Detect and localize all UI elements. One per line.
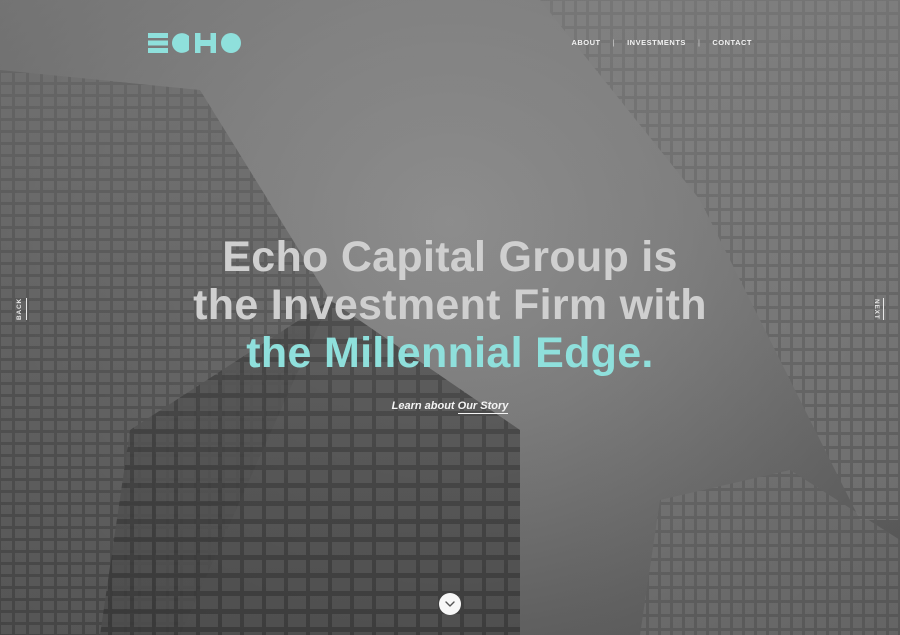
- learn-more: Learn about Our Story: [0, 400, 900, 414]
- headline-line-1: Echo Capital Group is: [222, 233, 678, 281]
- next-label: NEXT: [873, 298, 880, 320]
- learn-prefix: Learn about: [391, 400, 455, 412]
- headline-accent-line: the Millennial Edge.: [246, 329, 654, 377]
- nav-separator: |: [612, 38, 616, 47]
- nav-investments[interactable]: INVESTMENTS: [627, 38, 686, 47]
- back-divider: [26, 298, 27, 320]
- next-button[interactable]: NEXT: [873, 298, 884, 320]
- top-nav: ABOUT | INVESTMENTS | CONTACT: [571, 38, 752, 47]
- nav-about[interactable]: ABOUT: [571, 38, 601, 47]
- back-label: BACK: [16, 298, 23, 320]
- nav-separator: |: [697, 38, 701, 47]
- back-button[interactable]: BACK: [16, 298, 27, 320]
- headline-line-2: the Investment Firm with: [193, 281, 707, 329]
- echo-logo[interactable]: [148, 33, 241, 53]
- next-divider: [883, 298, 884, 320]
- scroll-down-button[interactable]: [439, 593, 461, 615]
- our-story-link[interactable]: Our Story: [457, 400, 509, 414]
- chevron-down-icon: [445, 601, 455, 607]
- nav-contact[interactable]: CONTACT: [712, 38, 752, 47]
- hero-headline: Echo Capital Group is the Investment Fir…: [0, 233, 900, 377]
